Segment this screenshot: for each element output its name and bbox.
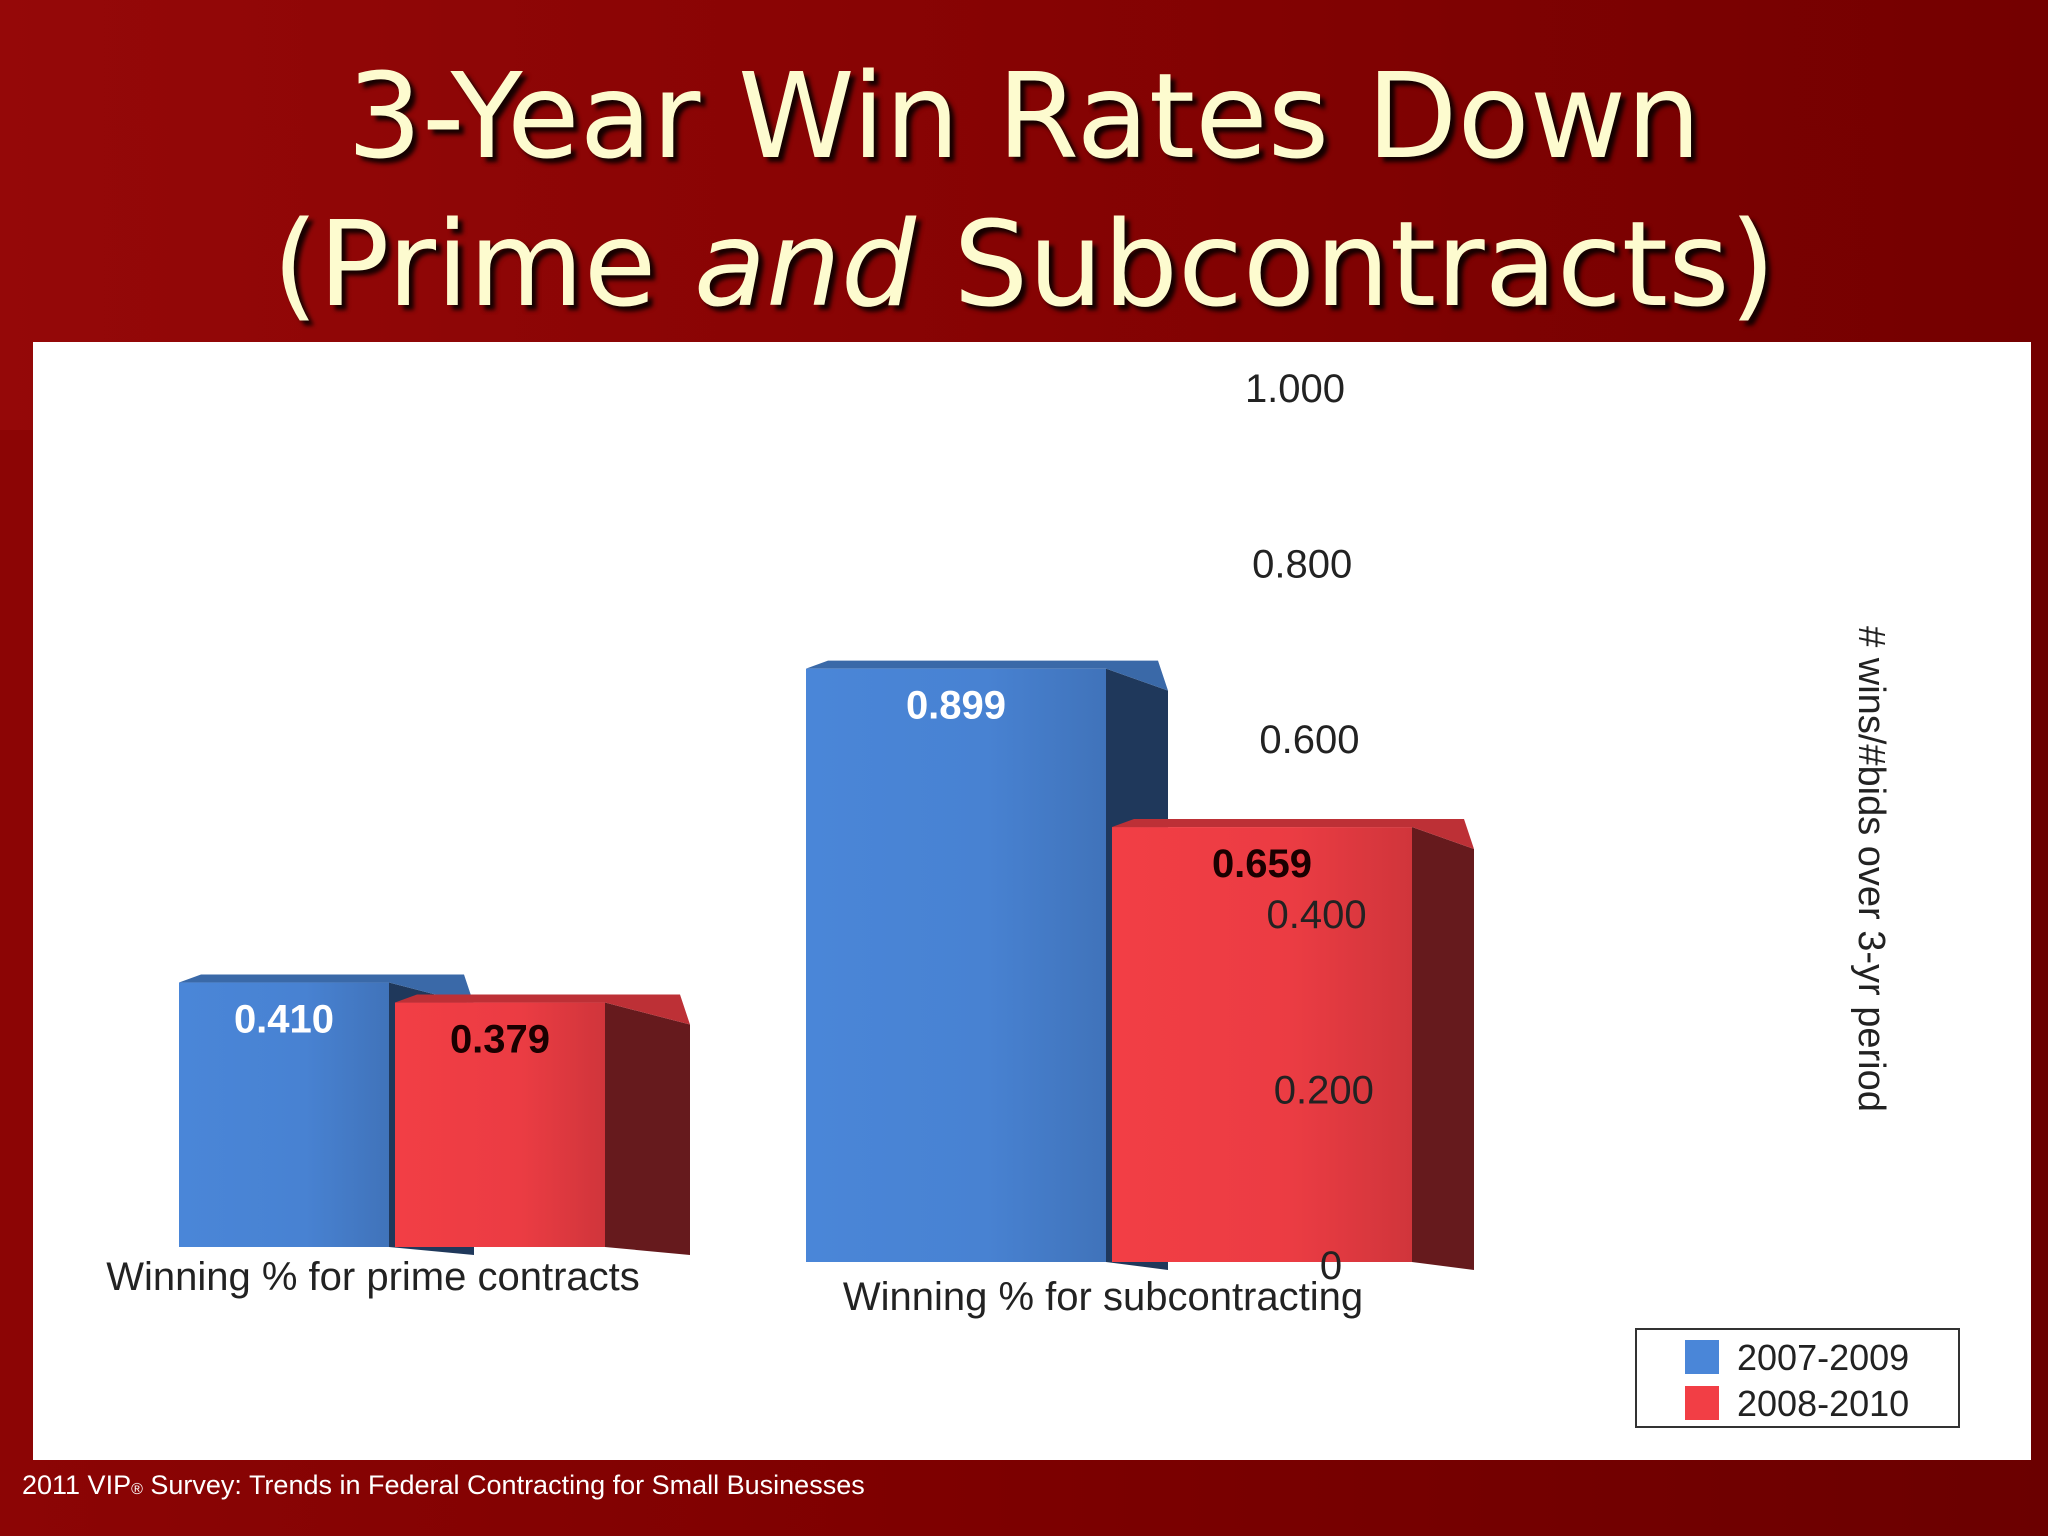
y-tick-label: 0.200 — [1274, 1069, 1374, 1113]
legend-label-1: 2007-2009 — [1737, 1337, 1909, 1378]
title-line-2-start: (Prime — [272, 195, 694, 333]
bar-top-1-1 — [179, 974, 474, 1005]
data-label-1-1: 0.410 — [234, 998, 334, 1042]
bar-side-2-2 — [1412, 827, 1474, 1270]
y-axis-title: # wins/#bids over 3-yr period — [1850, 626, 1892, 1112]
legend-label-2: 2008-2010 — [1737, 1383, 1909, 1424]
y-tick-label: 0.600 — [1259, 718, 1359, 762]
y-tick-label: 0 — [1320, 1244, 1342, 1288]
footer-text-start: 2011 VIP — [22, 1470, 132, 1500]
footer-text-end: Survey: Trends in Federal Contracting fo… — [142, 1470, 865, 1500]
y-tick-label: 0.400 — [1267, 893, 1367, 937]
bar-2-1 — [806, 668, 1106, 1262]
bar-2-2 — [1112, 827, 1412, 1262]
registered-mark: ® — [131, 1481, 143, 1498]
legend-swatch-2 — [1685, 1386, 1719, 1420]
bar-chart: 0.410 0.379 Winning % for prime contracts 0… — [106, 367, 1960, 1428]
slide-title: 3-Year Win Rates Down (Prime and Subcont… — [0, 42, 2048, 338]
data-label-2-2: 0.659 — [1212, 842, 1312, 886]
category-label-1: Winning % for prime contracts — [106, 1255, 640, 1299]
bar-top-2-1 — [806, 660, 1168, 691]
category-label-2: Winning % for subcontracting — [843, 1275, 1363, 1319]
title-line-2: (Prime and Subcontracts) — [0, 190, 2048, 338]
y-tick-label: 1.000 — [1245, 367, 1345, 411]
title-line-2-end: Subcontracts) — [915, 195, 1776, 333]
bar-top-2-2 — [1112, 819, 1474, 850]
bar-top-1-2 — [395, 994, 690, 1025]
y-tick-label: 0.800 — [1252, 542, 1352, 586]
chart-panel: 0.410 0.379 Winning % for prime contracts 0… — [33, 342, 2031, 1460]
legend-swatch-1 — [1685, 1340, 1719, 1374]
bar-1-1 — [179, 982, 389, 1247]
title-line-2-italic: and — [693, 195, 916, 333]
bar-side-1-2 — [605, 1002, 690, 1255]
data-label-2-1: 0.899 — [906, 684, 1006, 728]
footer-caption: 2011 VIP® Survey: Trends in Federal Cont… — [22, 1470, 865, 1501]
title-line-1: 3-Year Win Rates Down — [346, 47, 1702, 185]
bar-1-2 — [395, 1002, 605, 1247]
data-label-1-2: 0.379 — [450, 1018, 550, 1062]
